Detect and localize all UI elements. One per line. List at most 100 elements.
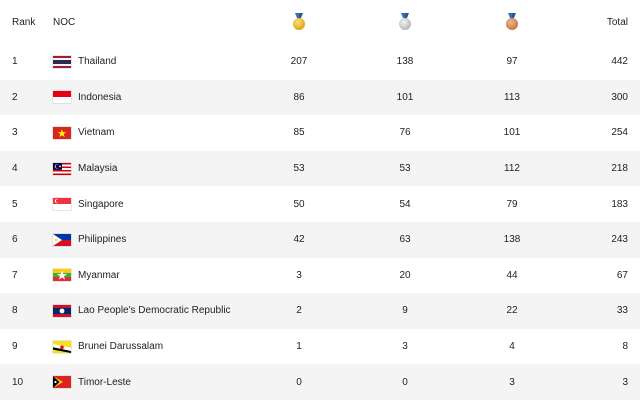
bronze-count: 113 [504,91,520,103]
bronze-count: 112 [504,163,520,175]
country-name: Philippines [78,234,127,246]
noc-cell[interactable]: Brunei Darussalam [53,329,313,365]
country-name: Thailand [78,56,117,68]
total-count: 3 [622,376,628,388]
gold-count: 86 [293,91,305,103]
noc-header[interactable]: NOC [53,16,76,28]
singapore-flag-icon [53,198,71,211]
country-name: Myanmar [78,269,120,281]
country-name: Singapore [78,198,124,210]
silver-count: 138 [396,56,414,68]
gold-count: 207 [290,56,308,68]
total-count: 243 [611,234,628,246]
gold-count: 3 [296,269,302,281]
total-count: 300 [611,91,628,103]
noc-cell[interactable]: Indonesia [53,80,313,116]
bronze-count: 97 [506,56,518,68]
rank-cell: 9 [12,341,18,353]
silver-count: 54 [399,198,411,210]
bronze-count: 22 [506,305,518,317]
table-row: 10 Timor-Leste 0 0 3 3 [0,364,640,400]
noc-cell[interactable]: Philippines [53,222,313,258]
noc-cell[interactable]: Timor-Leste [53,364,313,400]
table-row: 6 Philippines 42 63 138 243 [0,221,640,258]
noc-cell[interactable]: Malaysia [53,151,313,187]
bronze-medal-icon [505,13,519,31]
rank-cell: 5 [12,198,18,210]
myanmar-flag-icon [53,269,71,282]
total-count: 442 [611,56,628,68]
vietnam-flag-icon [53,126,71,139]
thailand-flag-icon [53,55,71,68]
table-row: 8 Lao People's Democratic Republic 2 9 2… [0,293,640,329]
rank-cell: 10 [12,376,24,388]
silver-count: 76 [399,127,411,139]
rank-cell: 7 [12,269,18,281]
rank-cell: 6 [12,234,18,246]
table-row: 3 Vietnam 85 76 101 254 [0,115,640,151]
noc-cell[interactable]: Myanmar [53,258,313,294]
table-header: Rank NOC Total [0,0,640,44]
table-row: 9 Brunei Darussalam 1 3 4 8 [0,329,640,365]
country-name: Brunei Darussalam [78,341,164,353]
table-row: 7 Myanmar 3 20 44 67 [0,258,640,294]
country-name: Indonesia [78,91,122,103]
noc-cell[interactable]: Thailand [53,44,313,80]
gold-count: 85 [293,127,305,139]
gold-medal-icon [292,13,306,31]
bronze-count: 3 [509,376,515,388]
table-row: 4 Malaysia 53 53 112 218 [0,150,640,187]
total-count: 218 [611,163,628,175]
rank-cell: 8 [12,305,18,317]
gold-count: 0 [296,376,302,388]
total-count: 8 [622,341,628,353]
table-row: 1 Thailand 207 138 97 442 [0,44,640,80]
silver-count: 53 [399,163,411,175]
rank-cell: 1 [12,56,18,68]
silver-count: 63 [399,234,411,246]
timor-leste-flag-icon [53,376,71,389]
rank-header[interactable]: Rank [12,16,36,28]
total-count: 183 [611,198,628,210]
gold-count: 1 [296,341,302,353]
silver-header[interactable] [385,0,425,44]
malaysia-flag-icon [53,162,71,175]
silver-count: 3 [402,341,408,353]
total-count: 33 [616,305,628,317]
silver-count: 0 [402,376,408,388]
bronze-count: 4 [509,341,515,353]
gold-count: 50 [293,198,305,210]
indonesia-flag-icon [53,91,71,104]
gold-count: 2 [296,305,302,317]
country-name: Lao People's Democratic Republic [78,305,231,317]
table-row: 5 Singapore 50 54 79 183 [0,186,640,222]
total-count: 67 [616,269,628,281]
gold-header[interactable] [279,0,319,44]
noc-cell[interactable]: Lao People's Democratic Republic [53,293,313,329]
noc-cell[interactable]: Vietnam [53,115,313,151]
noc-cell[interactable]: Singapore [53,186,313,222]
philippines-flag-icon [53,233,71,246]
bronze-count: 138 [503,234,521,246]
country-name: Malaysia [78,163,118,175]
country-name: Timor-Leste [78,376,131,388]
total-header[interactable]: Total [606,16,628,28]
rank-cell: 2 [12,91,18,103]
bronze-header[interactable] [492,0,532,44]
bronze-count: 79 [506,198,518,210]
country-name: Vietnam [78,127,115,139]
total-count: 254 [611,127,628,139]
rank-cell: 3 [12,127,18,139]
bronze-count: 44 [506,269,518,281]
silver-medal-icon [398,13,412,31]
silver-count: 9 [402,305,408,317]
gold-count: 42 [293,234,305,246]
rank-cell: 4 [12,163,18,175]
silver-count: 20 [399,269,411,281]
table-row: 2 Indonesia 86 101 113 300 [0,79,640,116]
laos-flag-icon [53,304,71,317]
brunei-flag-icon [53,340,71,353]
silver-count: 101 [396,91,414,103]
bronze-count: 101 [503,127,521,139]
